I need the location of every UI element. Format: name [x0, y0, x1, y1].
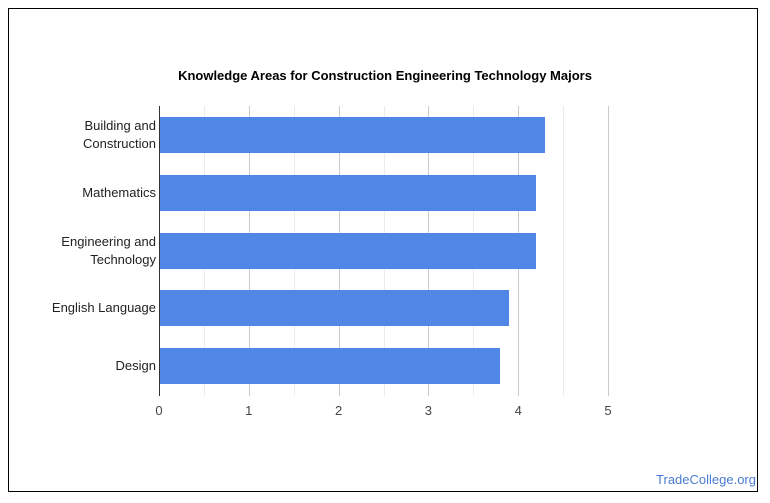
x-tick-label: 3	[424, 403, 432, 418]
bar[interactable]	[160, 290, 510, 327]
x-tick-label: 1	[245, 403, 253, 418]
bar[interactable]	[160, 174, 537, 211]
gridline	[563, 106, 565, 396]
category-label: Building and Construction	[83, 118, 156, 151]
bar[interactable]	[160, 232, 537, 269]
category-label: Mathematics	[82, 184, 156, 200]
category-label: Design	[115, 358, 156, 374]
y-axis-line	[159, 106, 160, 396]
bar[interactable]	[160, 117, 546, 153]
category-label: Engineering and Technology	[61, 233, 156, 267]
x-tick-label: 2	[334, 403, 343, 418]
brand-link[interactable]: TradeCollege.org	[656, 472, 756, 487]
chart-title: Knowledge Areas for Construction Enginee…	[178, 68, 592, 83]
x-tick-label: 0	[155, 403, 163, 418]
bar[interactable]	[160, 348, 501, 385]
gridline	[608, 106, 609, 396]
x-tick-label: 4	[514, 403, 522, 418]
x-tick-label: 5	[604, 403, 612, 418]
category-label: English Language	[51, 300, 156, 316]
